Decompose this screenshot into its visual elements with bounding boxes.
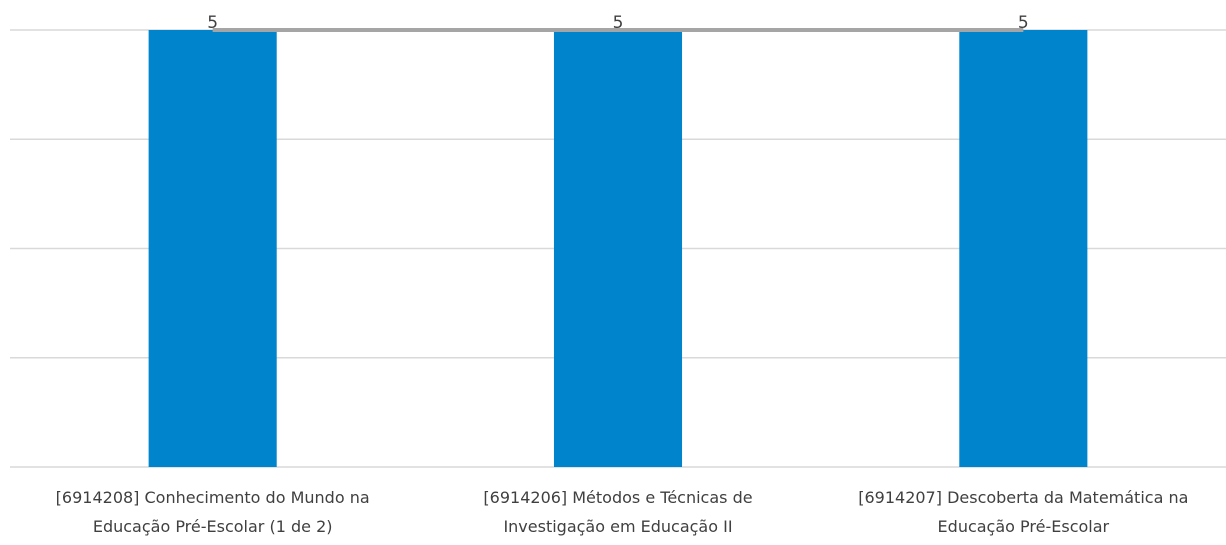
data-label: 5 bbox=[207, 13, 218, 33]
data-label: 5 bbox=[1018, 13, 1029, 33]
bar bbox=[959, 30, 1088, 467]
bar bbox=[553, 30, 683, 467]
bar bbox=[148, 30, 277, 467]
data-label: 5 bbox=[613, 13, 624, 33]
x-tick-label: [6914207] Descoberta da Matemática na Ed… bbox=[858, 488, 1189, 536]
x-tick-label: [6914206] Métodos e Técnicas de Investig… bbox=[483, 488, 753, 536]
x-tick-label: [6914208] Conhecimento do Mundo na Educa… bbox=[55, 488, 370, 536]
